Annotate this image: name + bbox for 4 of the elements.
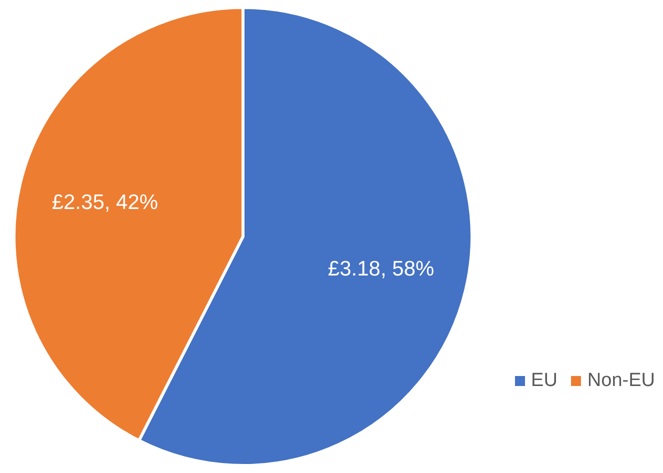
legend-label: EU	[531, 370, 558, 392]
data-label: £2.35, 42%	[52, 191, 158, 214]
legend-label: Non-EU	[587, 370, 655, 392]
data-label: £3.18, 58%	[328, 257, 434, 280]
